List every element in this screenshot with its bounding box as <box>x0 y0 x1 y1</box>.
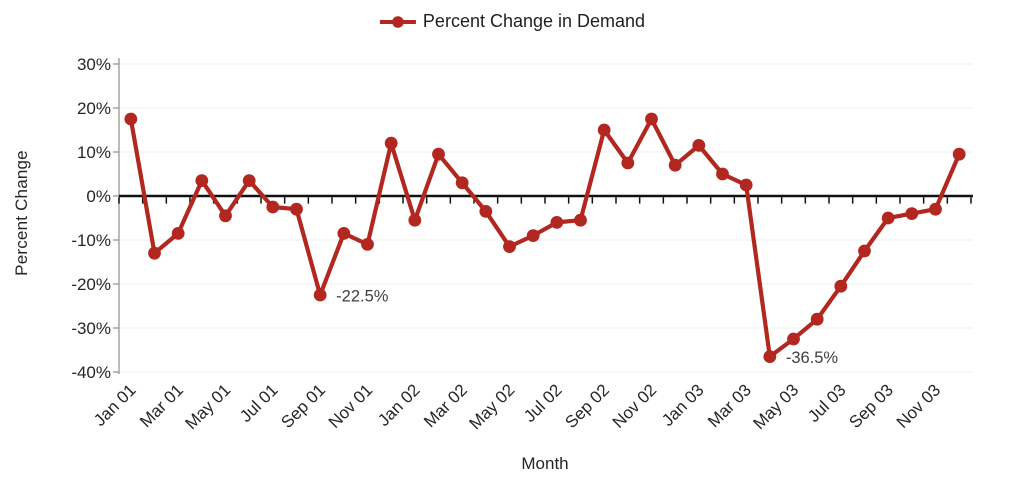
x-tick-label: Sep 01 <box>277 380 329 432</box>
data-point-marker <box>219 209 232 223</box>
data-point-marker <box>716 167 729 181</box>
data-point-marker <box>290 202 303 216</box>
legend: Percent Change in Demand <box>379 11 645 32</box>
annotation-label: -22.5% <box>336 288 389 306</box>
y-tick-label: -10% <box>71 231 111 250</box>
data-point-marker <box>763 350 777 363</box>
y-tick-label: 0% <box>86 187 111 206</box>
x-tick-label: May 03 <box>749 380 802 433</box>
data-point-marker <box>195 174 209 188</box>
x-tick-label: Sep 02 <box>561 380 613 432</box>
x-tick-label: Nov 02 <box>609 380 661 432</box>
data-point-marker <box>645 112 658 126</box>
data-point-marker <box>550 216 564 229</box>
data-point-marker <box>668 158 682 172</box>
x-tick-label: Mar 03 <box>704 380 755 431</box>
data-point-marker <box>432 147 445 161</box>
data-point-marker <box>313 288 327 302</box>
data-point-marker <box>858 244 871 258</box>
data-point-marker <box>574 213 587 227</box>
data-point-marker <box>148 246 161 260</box>
x-tick-label: Jul 02 <box>520 380 566 426</box>
x-tick-label: May 02 <box>465 380 518 433</box>
x-tick-label: Sep 03 <box>845 380 897 432</box>
data-point-marker <box>337 227 351 240</box>
data-point-marker <box>881 211 895 225</box>
x-tick-label: Mar 01 <box>136 380 187 431</box>
x-tick-label: Jul 01 <box>236 380 282 426</box>
x-axis-title: Month <box>521 454 569 473</box>
data-point-marker <box>692 139 706 152</box>
series-line <box>128 116 962 359</box>
x-tick-label: Mar 02 <box>420 380 471 431</box>
data-point-marker <box>787 332 800 346</box>
legend-line-marker-icon <box>379 15 416 28</box>
x-tick-label: Jan 01 <box>90 380 140 430</box>
data-point-marker <box>621 156 635 170</box>
data-point-marker <box>124 112 138 126</box>
y-tick-label: 20% <box>77 99 111 118</box>
data-point-marker <box>266 200 280 214</box>
data-point-marker <box>929 202 942 216</box>
x-tick-label: Jan 02 <box>374 380 424 430</box>
data-point-marker <box>526 229 540 243</box>
y-tick-label: -40% <box>71 363 111 382</box>
data-point-marker <box>242 174 256 188</box>
y-axis-title: Percent Change <box>12 150 31 276</box>
data-point-marker <box>597 123 611 137</box>
x-tick-label: May 01 <box>181 380 234 433</box>
y-tick-label: 10% <box>77 143 111 162</box>
data-point-marker <box>503 240 516 254</box>
data-point-marker <box>952 147 966 161</box>
y-tick-label: -30% <box>71 319 111 338</box>
annotation-label: -36.5% <box>786 349 839 367</box>
data-point-marker <box>739 178 753 192</box>
y-tick-label: 30% <box>77 55 111 74</box>
x-tick-label: Jul 03 <box>804 380 850 426</box>
legend-dot <box>392 15 404 28</box>
data-point-marker <box>834 279 848 293</box>
data-point-marker <box>408 213 422 227</box>
data-point-marker <box>905 207 919 221</box>
x-tick-label: Nov 01 <box>325 380 377 432</box>
legend-label: Percent Change in Demand <box>422 11 646 31</box>
data-point-marker <box>479 205 493 218</box>
data-point-marker <box>361 238 374 251</box>
x-tick-label: Nov 03 <box>893 380 945 432</box>
data-point-marker <box>171 227 185 240</box>
x-tick-label: Jan 03 <box>658 380 708 430</box>
data-point-marker <box>810 312 824 326</box>
data-point-marker <box>455 176 469 190</box>
data-point-marker <box>384 136 398 150</box>
y-tick-label: -20% <box>71 275 111 294</box>
